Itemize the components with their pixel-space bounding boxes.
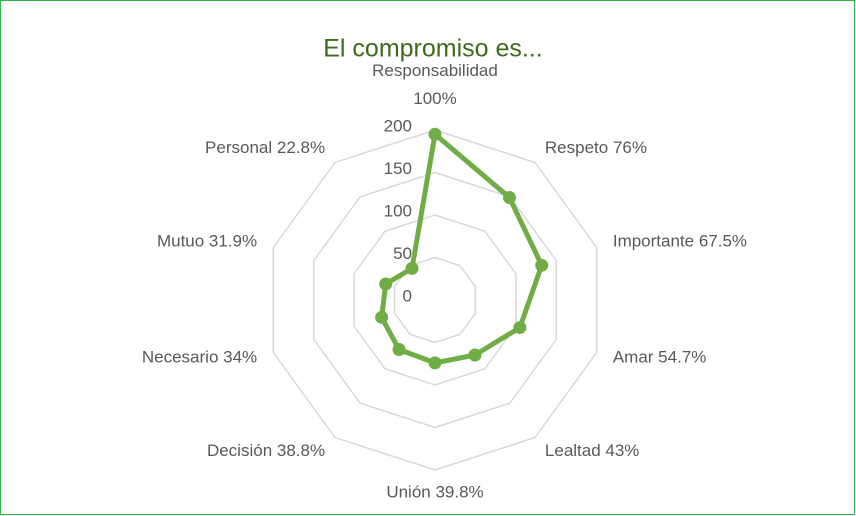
radar-point — [502, 191, 516, 205]
radar-point — [428, 356, 442, 370]
grid-ring — [272, 129, 598, 471]
radar-point — [428, 127, 442, 141]
radar-point — [379, 277, 393, 291]
r-tick-label: 200 — [384, 116, 412, 135]
grid-ring — [393, 256, 477, 344]
r-tick-label: 100 — [384, 201, 412, 220]
r-tick-label: 150 — [384, 159, 412, 178]
radar-point — [513, 321, 527, 335]
r-tick-label: 50 — [393, 244, 412, 263]
category-label: Amar 54.7% — [613, 347, 707, 366]
category-label: Necesario 34% — [142, 347, 257, 366]
grid-ring — [312, 171, 558, 429]
grid-ring — [353, 214, 517, 386]
category-label: Unión 39.8% — [386, 482, 483, 501]
radar-point — [468, 348, 482, 362]
radar-point — [535, 258, 549, 272]
category-label: Responsabilidad 100% — [372, 61, 498, 108]
radar-point — [375, 310, 389, 324]
radar-point — [392, 343, 406, 357]
category-label: Personal 22.8% — [205, 138, 325, 157]
category-label: Importante 67.5% — [613, 232, 747, 251]
category-label: Lealtad 43% — [545, 441, 640, 460]
r-tick-label: 0 — [403, 286, 412, 305]
category-label: Decisión 38.8% — [207, 441, 325, 460]
category-label: Mutuo 31.9% — [157, 232, 257, 251]
chart-title: El compromiso es... — [323, 35, 543, 63]
category-label: Respeto 76% — [545, 138, 647, 157]
radar-point — [405, 261, 419, 275]
